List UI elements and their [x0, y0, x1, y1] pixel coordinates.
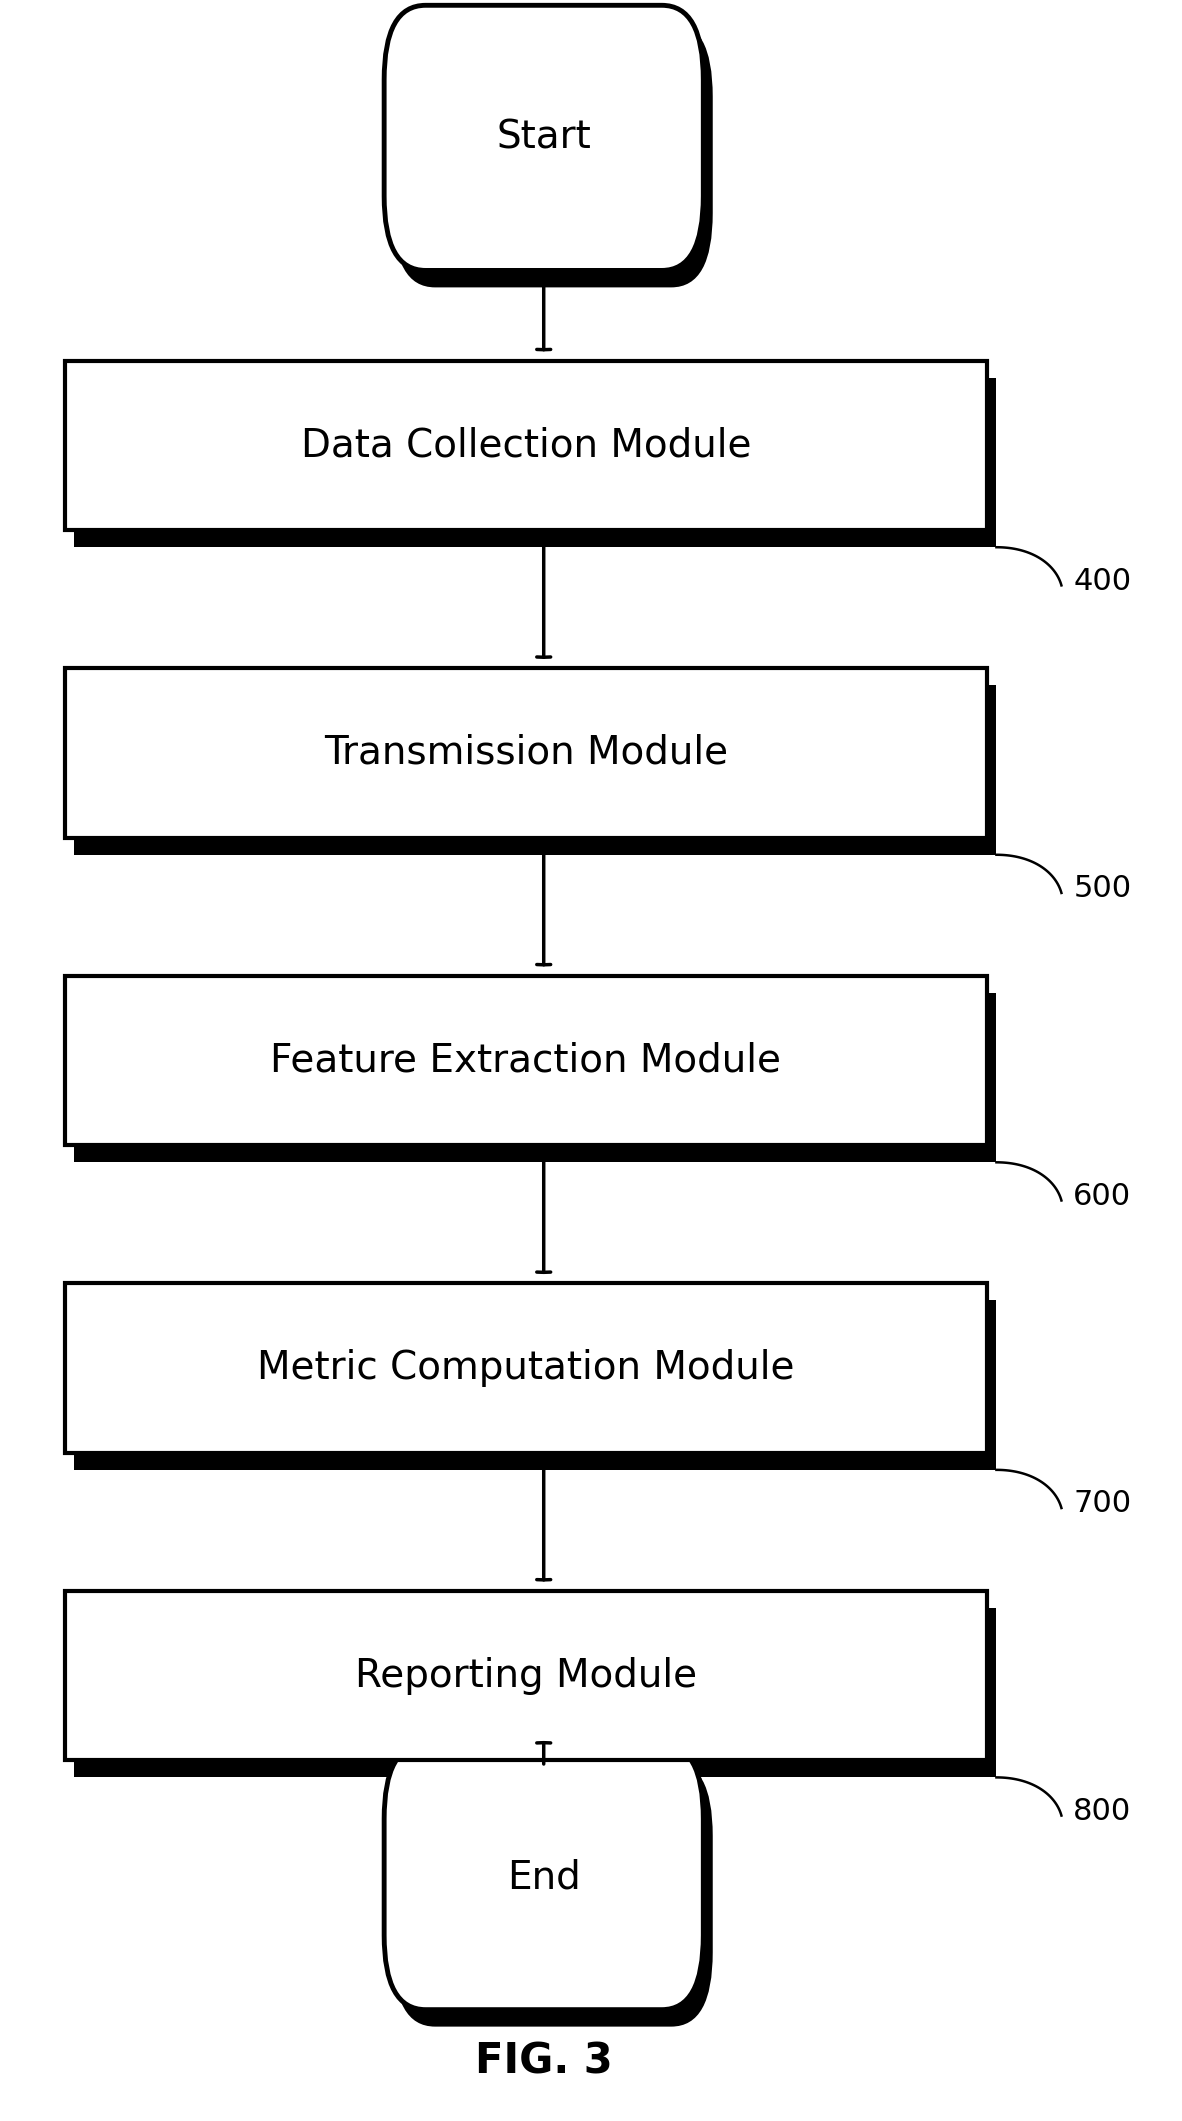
Text: Data Collection Module: Data Collection Module — [300, 426, 752, 464]
Text: 400: 400 — [1073, 566, 1131, 596]
FancyBboxPatch shape — [384, 1743, 703, 2011]
Bar — [74, 1608, 996, 1777]
Bar — [65, 361, 987, 530]
Text: 500: 500 — [1073, 874, 1131, 904]
Text: 700: 700 — [1073, 1489, 1131, 1519]
Bar — [74, 993, 996, 1162]
FancyBboxPatch shape — [384, 4, 703, 269]
Text: Start: Start — [496, 119, 591, 157]
Bar — [74, 1300, 996, 1470]
Bar — [65, 668, 987, 838]
Bar — [65, 976, 987, 1145]
Bar — [74, 378, 996, 547]
FancyBboxPatch shape — [394, 1760, 713, 2028]
FancyBboxPatch shape — [394, 23, 713, 286]
Text: FIG. 3: FIG. 3 — [475, 2040, 612, 2083]
Bar — [65, 1591, 987, 1760]
Text: 600: 600 — [1073, 1181, 1131, 1211]
Text: 800: 800 — [1073, 1796, 1131, 1826]
Text: Transmission Module: Transmission Module — [324, 734, 728, 772]
Text: Reporting Module: Reporting Module — [355, 1657, 697, 1695]
Bar — [74, 685, 996, 855]
Text: Feature Extraction Module: Feature Extraction Module — [271, 1041, 781, 1080]
Text: Metric Computation Module: Metric Computation Module — [258, 1349, 794, 1387]
Text: End: End — [507, 1858, 580, 1896]
Bar — [65, 1283, 987, 1453]
